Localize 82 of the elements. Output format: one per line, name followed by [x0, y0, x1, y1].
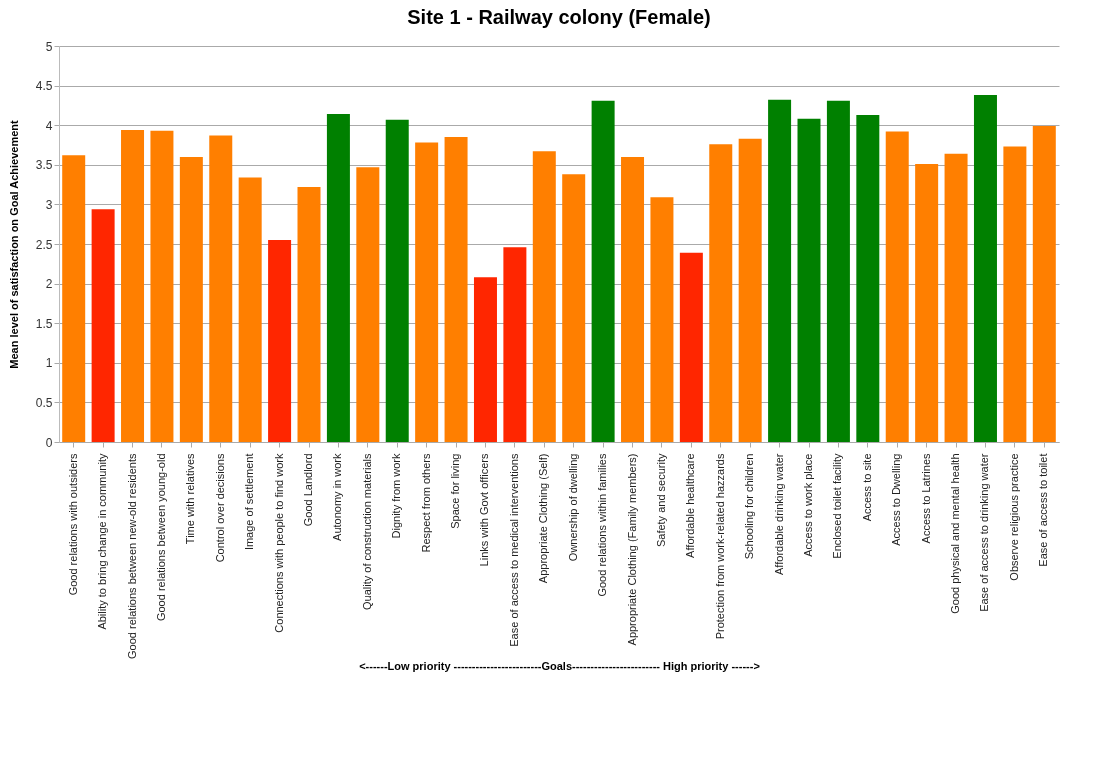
bar	[238, 177, 262, 442]
bar	[91, 209, 115, 442]
x-tick-label: Dignity from work	[390, 453, 403, 539]
x-tick-label: Ability to bring change in community	[96, 453, 109, 630]
bar	[179, 156, 203, 442]
bar	[503, 247, 527, 442]
x-tick-label: Control over decisions	[213, 453, 226, 563]
bar	[768, 99, 792, 442]
x-tick-label: Access to Dwelling	[890, 453, 903, 546]
bar	[944, 153, 968, 442]
bar	[1032, 125, 1056, 442]
bar	[650, 197, 674, 442]
y-axis-title: Mean level of satisfaction on Goal Achievement	[7, 119, 20, 369]
bar	[885, 131, 909, 442]
bar	[591, 100, 615, 442]
x-tick-label: Good Landlord	[302, 453, 314, 527]
bar	[621, 156, 645, 442]
bar	[856, 114, 880, 442]
y-tick-label: 4	[45, 118, 53, 133]
bar	[973, 95, 997, 442]
x-tick-label: Good relations between new-old residents	[125, 453, 138, 659]
x-tick-label: Ownership of dwelling	[566, 453, 579, 562]
x-tick-label: Connections with people to find work	[272, 453, 285, 633]
y-tick-label: 0	[45, 435, 53, 450]
x-tick-label: Image of settlement	[243, 453, 256, 551]
x-tick-label: Links with Govt officers	[478, 453, 491, 567]
bar	[709, 144, 733, 442]
x-tick-label: Quality of construction materials	[360, 453, 373, 611]
y-tick-label: 4.5	[35, 79, 53, 94]
bar	[209, 135, 233, 442]
bar	[150, 130, 174, 442]
x-tick-label: Safety and security	[654, 453, 667, 548]
y-tick-label: 3.5	[35, 158, 53, 173]
y-tick-label: 2.5	[35, 237, 53, 252]
x-tick-label: Good relations between young-old	[154, 453, 167, 622]
bar	[826, 100, 850, 442]
bar	[268, 240, 292, 442]
y-tick-label: 5	[45, 39, 53, 54]
bar	[797, 118, 821, 442]
bar	[738, 138, 762, 442]
bar	[444, 137, 468, 442]
x-tick-label: Affordable drinking water	[772, 453, 785, 575]
bar	[385, 119, 409, 442]
x-tick-label: Ease of access to drinking water	[978, 453, 991, 612]
y-tick-label: 0.5	[35, 395, 53, 410]
x-tick-label: Appropriate Clothing (Family members)	[625, 453, 638, 646]
chart-title: Site 1 - Railway colony (Female)	[407, 6, 711, 28]
bar	[62, 155, 86, 442]
bar	[1003, 146, 1027, 442]
x-tick-label: Time with relatives	[184, 453, 197, 545]
x-axis-title: <------Low priority ------------------------Goals------------------------ High priority ------>	[359, 659, 760, 672]
x-tick-label: Access to work place	[802, 453, 814, 557]
x-tick-label: Observe religious practice	[1007, 453, 1020, 581]
y-tick-label: 1.5	[35, 316, 53, 331]
x-tick-label: Enclosed toilet facility	[831, 453, 844, 559]
x-tick-label: Protection from work-related hazzards	[713, 453, 726, 640]
bar	[915, 164, 939, 442]
y-tick-label: 3	[45, 197, 53, 212]
bar	[297, 186, 321, 442]
bar	[679, 252, 703, 442]
bar	[532, 151, 556, 442]
x-tick-label: Good relations with outsiders	[66, 453, 79, 596]
bar	[356, 167, 380, 442]
bar	[562, 174, 586, 442]
y-tick-label: 2	[45, 277, 53, 292]
x-tick-label: Autonomy in work	[331, 453, 344, 541]
x-tick-label: Appropriate Clothing (Self)	[537, 453, 550, 584]
x-tick-label: Access to site	[860, 453, 873, 522]
x-tick-label: Ease of access to toilet	[1037, 453, 1050, 567]
bar	[121, 129, 145, 442]
x-tick-label: Ease of access to medical interventions	[507, 453, 520, 647]
x-tick-label: Affordable healthcare	[684, 453, 697, 558]
x-tick-label: Good physical and mental health	[949, 453, 962, 614]
x-tick-label: Schooling for children	[743, 453, 756, 560]
x-tick-label: Good relations within families	[596, 453, 609, 597]
y-tick-label: 1	[45, 356, 53, 371]
bar	[473, 277, 497, 442]
bar	[326, 114, 350, 442]
x-tick-label: Space for living	[449, 453, 462, 529]
x-tick-label: Respect from others	[419, 453, 432, 553]
x-tick-label: Access to Latrines	[919, 453, 932, 544]
bar	[415, 142, 439, 442]
